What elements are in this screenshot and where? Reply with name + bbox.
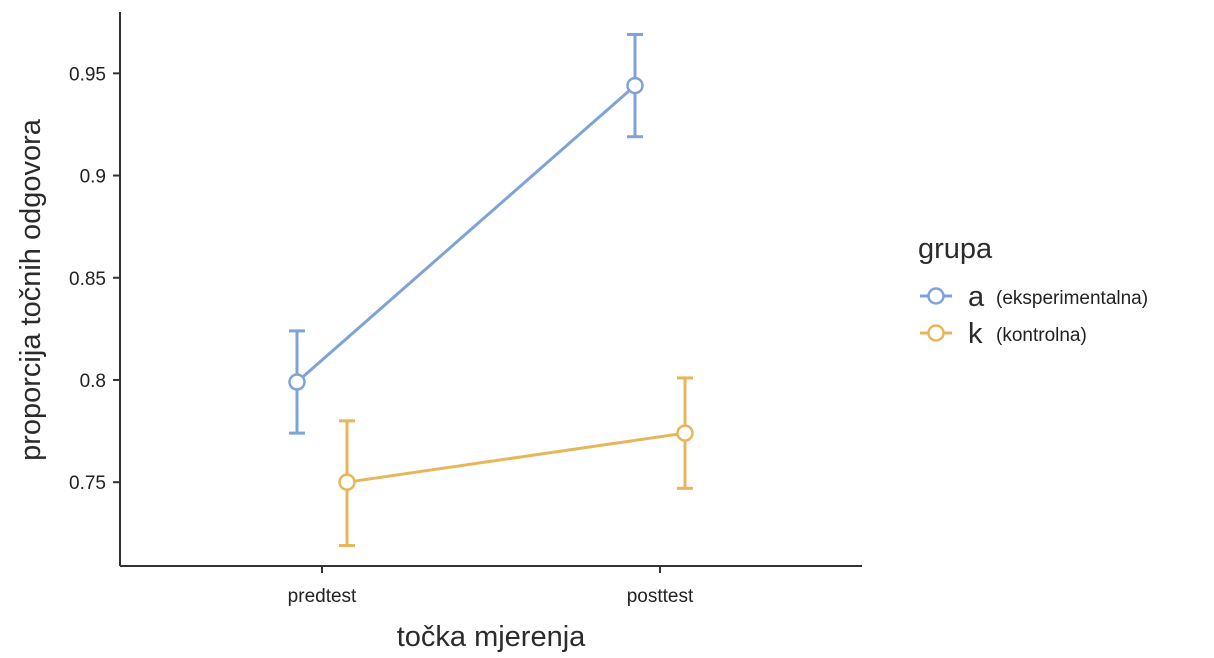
y-tick-label: 0.95: [69, 64, 106, 85]
x-tick-label: posttest: [627, 586, 694, 607]
legend-label: (eksperimentalna): [996, 288, 1148, 309]
legend-marker: [927, 324, 945, 342]
legend-key: k: [968, 318, 983, 350]
legend-item-a: a (eksperimentalna): [920, 281, 1148, 313]
y-tick-label: 0.85: [69, 269, 106, 290]
y-tick-label: 0.9: [80, 167, 106, 188]
x-axis-title: točka mjerenja: [397, 621, 586, 653]
data-point: [338, 473, 356, 491]
y-tick-label: 0.8: [80, 371, 106, 392]
plot-area: [288, 32, 694, 548]
data-point: [288, 373, 306, 391]
series-k: [338, 376, 694, 548]
legend-key: a: [968, 281, 985, 313]
legend: grupa a (eksperimentalna) k (kontrolna): [918, 233, 1148, 350]
y-axis-title: proporcija točnih odgovora: [15, 118, 47, 461]
legend-marker: [927, 287, 945, 305]
y-axis: 0.75 0.8 0.85 0.9 0.95: [69, 12, 121, 566]
legend-item-k: k (kontrolna): [920, 318, 1087, 350]
data-point: [676, 424, 694, 442]
data-point: [626, 76, 644, 95]
series-a: [288, 32, 644, 435]
series-line: [296, 84, 636, 384]
legend-title: grupa: [918, 233, 993, 265]
series-line: [346, 431, 686, 484]
x-axis: predtest posttest: [120, 565, 862, 607]
x-tick-label: predtest: [288, 586, 357, 607]
legend-label: (kontrolna): [996, 325, 1087, 346]
y-tick-label: 0.75: [69, 473, 106, 494]
